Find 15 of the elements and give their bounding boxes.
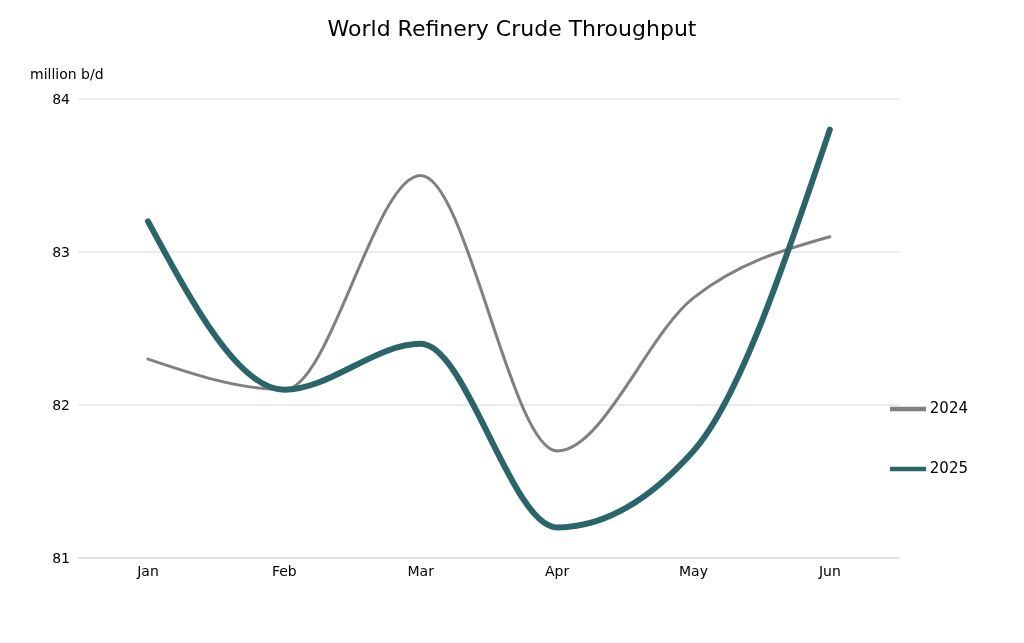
x-tick-label: May bbox=[678, 562, 708, 579]
x-tick-label: Jun bbox=[817, 562, 841, 579]
x-tick-label: Jan bbox=[136, 562, 159, 579]
y-tick-label: 83 bbox=[52, 243, 70, 260]
y-tick-label: 82 bbox=[52, 396, 70, 413]
x-tick-label: Feb bbox=[271, 562, 297, 579]
y-tick-label: 84 bbox=[52, 90, 71, 107]
chart-title: World Refinery Crude Throughput bbox=[326, 16, 698, 41]
legend-label: 2024 bbox=[929, 399, 968, 417]
line-series bbox=[146, 174, 832, 453]
y-tick-label: 81 bbox=[52, 549, 70, 566]
x-tick-label: Apr bbox=[544, 562, 570, 579]
y-axis-title: million b/d bbox=[30, 66, 104, 82]
x-tick-label: Mar bbox=[407, 562, 435, 579]
legend-label: 2025 bbox=[929, 459, 968, 477]
